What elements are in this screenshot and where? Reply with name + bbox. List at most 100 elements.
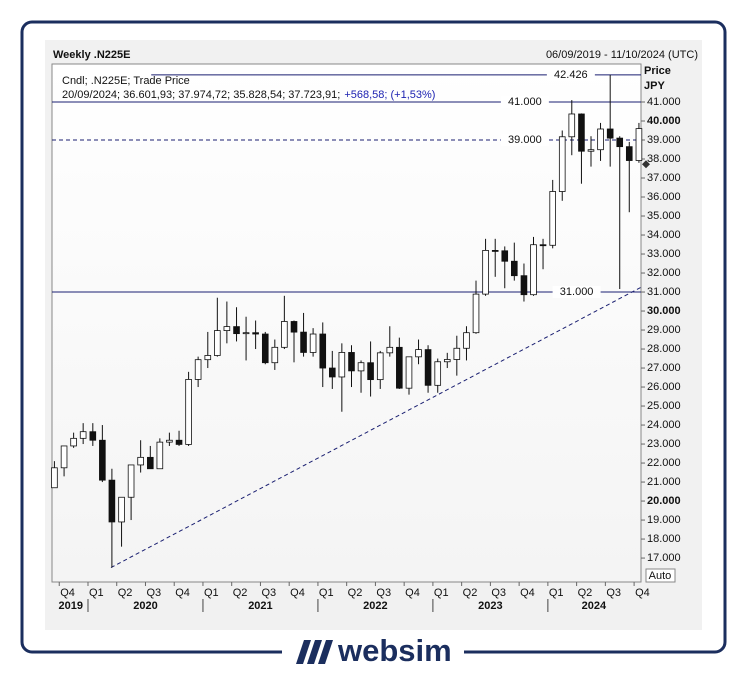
x-tick-label: Q3 — [606, 587, 621, 599]
y-tick-label: 37.000 — [647, 172, 681, 184]
year-label: 2019 — [58, 600, 82, 612]
x-tick-label: Q2 — [118, 587, 133, 599]
x-tick-label: Q3 — [491, 587, 506, 599]
y-tick-label: 33.000 — [647, 248, 681, 260]
candle-body — [214, 330, 221, 356]
candle-body — [118, 496, 125, 523]
x-tick-label: Q4 — [405, 587, 420, 599]
y-tick-label: 28.000 — [647, 343, 681, 355]
candle-body — [79, 431, 87, 439]
candle-body — [271, 346, 279, 364]
candle-body — [511, 260, 518, 277]
candle-body — [223, 326, 231, 332]
candle-body — [357, 362, 365, 372]
y-tick-label: 18.000 — [647, 533, 681, 545]
y-tick-label: 34.000 — [647, 229, 681, 241]
last-price-marker — [642, 160, 650, 169]
candle-body — [108, 479, 116, 523]
candle-body — [242, 332, 250, 335]
candle-body — [127, 464, 135, 498]
logo: websim — [296, 633, 452, 668]
axis-title: Price — [644, 65, 671, 77]
y-tick-label: 19.000 — [647, 514, 681, 526]
candle-body — [578, 113, 585, 152]
x-tick-label: Q4 — [290, 587, 305, 599]
x-tick-label: Q2 — [348, 587, 363, 599]
scale-button-label[interactable]: Auto — [649, 570, 672, 582]
info-line: Cndl; .N225E; Trade Price — [62, 75, 190, 87]
level-label-bg — [546, 68, 595, 81]
year-label: 2021 — [248, 600, 272, 612]
candle-body — [51, 467, 58, 489]
candle-body — [319, 333, 327, 369]
candle-body — [376, 352, 384, 381]
y-tick-label: 35.000 — [647, 210, 681, 222]
candle-body — [520, 275, 528, 296]
x-tick-label: Q2 — [463, 587, 478, 599]
candle-body — [89, 431, 97, 441]
candle-body — [606, 128, 614, 139]
y-tick-label: 27.000 — [647, 362, 681, 374]
x-tick-label: Q4 — [520, 587, 535, 599]
x-tick-label: Q1 — [319, 587, 334, 599]
candle-body — [405, 356, 413, 389]
chart-title: Weekly .N225E — [53, 49, 130, 61]
candle-body — [156, 441, 164, 470]
candle-body — [281, 321, 288, 348]
candle-body — [472, 293, 480, 334]
candle-body — [635, 128, 643, 161]
year-label: 2023 — [478, 600, 502, 612]
candle-body — [434, 361, 442, 386]
candle-body — [252, 332, 259, 335]
x-tick-label: Q1 — [549, 587, 564, 599]
candle-body — [60, 445, 68, 469]
candle-body — [625, 146, 633, 161]
candle-body — [261, 333, 269, 364]
y-tick-label: 30.000 — [647, 305, 681, 317]
candle-body — [147, 456, 154, 470]
y-tick-label: 39.000 — [647, 134, 681, 146]
candle-body — [463, 332, 470, 349]
candle-body — [309, 333, 317, 353]
candle-body — [568, 113, 576, 138]
candle-body — [587, 149, 595, 152]
y-tick-label: 32.000 — [647, 267, 681, 279]
date-range: 06/09/2019 - 11/10/2024 (UTC) — [546, 49, 698, 61]
candle-body — [616, 137, 624, 148]
candle-body — [482, 250, 489, 295]
x-tick-label: Q3 — [376, 587, 391, 599]
x-tick-label: Q3 — [146, 587, 161, 599]
x-tick-label: Q1 — [89, 587, 104, 599]
candle-body — [530, 244, 537, 296]
candle-body — [443, 359, 451, 363]
candle-body — [386, 346, 394, 354]
quote-line: 20/09/2024; 36.601,93; 37.974,72; 35.828… — [62, 89, 435, 101]
y-tick-label: 20.000 — [647, 495, 681, 507]
x-tick-label: Q2 — [233, 587, 248, 599]
candle-body — [137, 456, 144, 466]
y-tick-label: 29.000 — [647, 324, 681, 336]
y-tick-label: 41.000 — [647, 96, 681, 108]
y-tick-label: 36.000 — [647, 191, 681, 203]
candle-body — [415, 349, 422, 358]
candle-body — [194, 359, 202, 380]
candle-body — [175, 439, 183, 445]
brand-name: websim — [337, 633, 452, 668]
y-tick-label: 40.000 — [647, 115, 681, 127]
x-tick-label: Q4 — [635, 587, 650, 599]
candle-body — [338, 352, 346, 378]
y-tick-label: 24.000 — [647, 419, 681, 431]
y-tick-label: 22.000 — [647, 457, 681, 469]
scale-button[interactable] — [645, 568, 676, 583]
plot-area — [51, 63, 642, 583]
candle-body — [329, 367, 336, 378]
level-label-bg — [552, 286, 601, 299]
candle-body — [549, 191, 556, 246]
candle-body — [300, 331, 307, 353]
x-tick-label: Q4 — [60, 587, 75, 599]
y-tick-label: 31.000 — [647, 286, 681, 298]
candle-body — [367, 362, 374, 381]
y-tick-label: 23.000 — [647, 438, 681, 450]
year-label: 2022 — [363, 600, 387, 612]
